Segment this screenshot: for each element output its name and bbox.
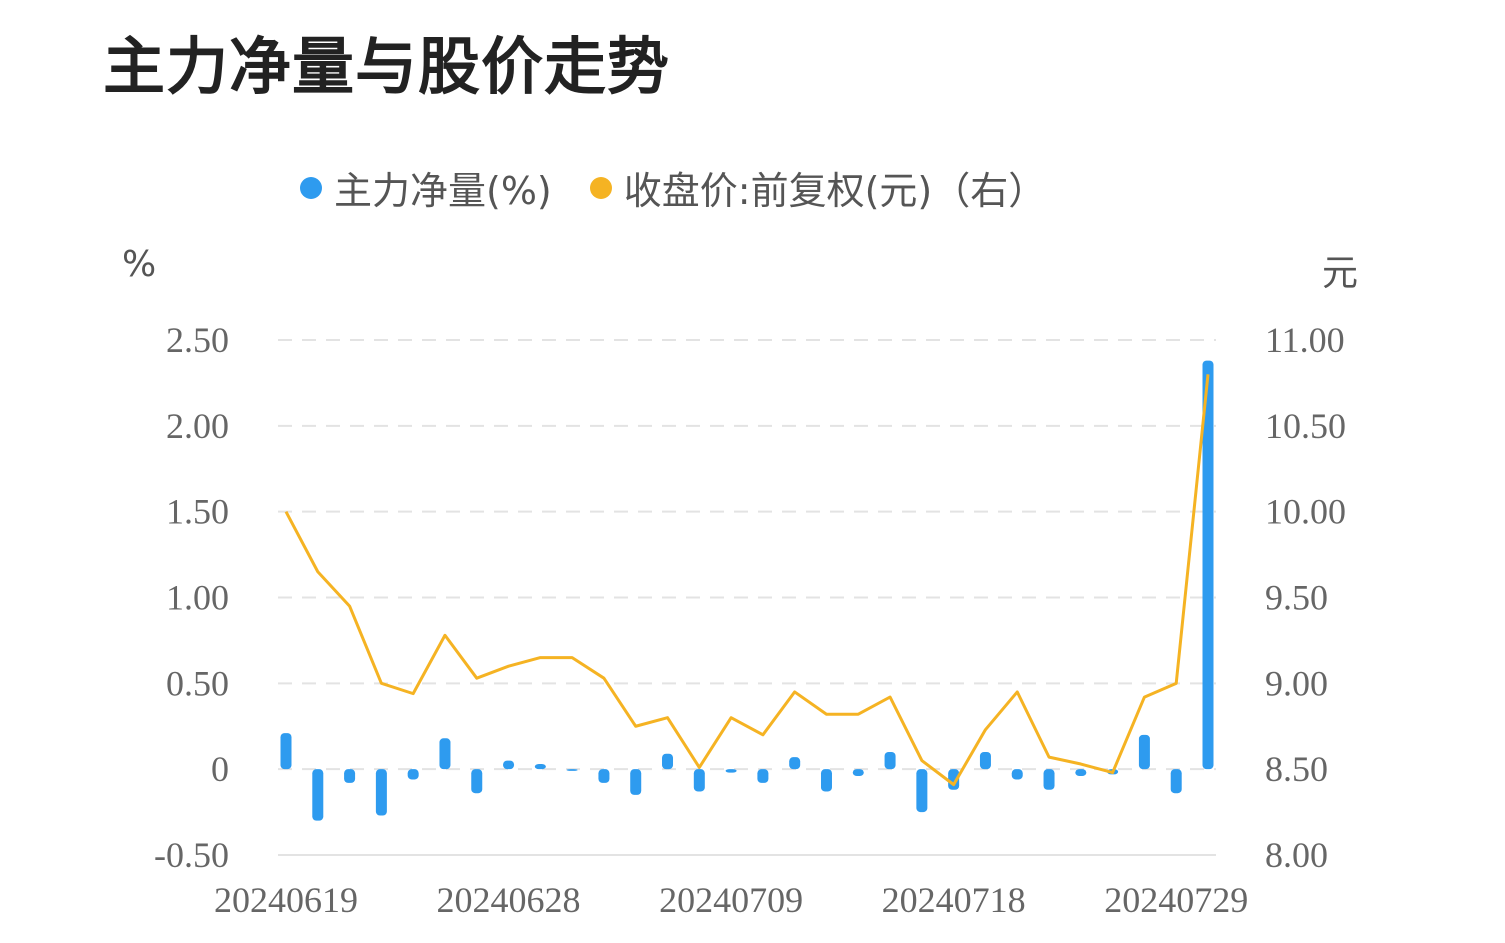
bar <box>884 752 896 770</box>
bar <box>598 769 610 783</box>
bar <box>852 769 864 777</box>
legend-label-close-price: 收盘价:前复权(元)（右） <box>623 169 1047 213</box>
bar <box>312 769 324 821</box>
x-axis-tick-label: 20240709 <box>659 880 803 920</box>
bar <box>693 769 705 792</box>
bar <box>407 769 419 780</box>
left-axis-tick-label: -0.50 <box>154 835 229 875</box>
left-axis-tick-label: 0.50 <box>166 663 229 703</box>
bar <box>1170 769 1182 794</box>
legend-item-close-price[interactable]: 收盘价:前复权(元)（右） <box>589 160 1047 215</box>
right-axis-tick-label: 8.00 <box>1265 835 1328 875</box>
bar <box>662 753 674 770</box>
right-axis-tick-label: 8.50 <box>1265 749 1328 789</box>
left-axis-tick-label: 2.50 <box>166 320 229 360</box>
bar <box>344 769 356 783</box>
bar <box>725 769 737 773</box>
bar <box>630 769 642 795</box>
right-axis-tick-label: 9.50 <box>1265 578 1328 618</box>
left-axis-tick-label: 2.00 <box>166 406 229 446</box>
left-axis-tick-label: 0 <box>211 749 229 789</box>
bar <box>820 769 832 792</box>
bar <box>979 752 991 770</box>
x-axis-tick-label: 20240619 <box>214 880 358 920</box>
bar <box>1202 360 1214 770</box>
right-axis-unit: 元 <box>1322 253 1359 294</box>
bar <box>948 769 960 790</box>
bar <box>471 769 483 794</box>
bar <box>534 764 546 770</box>
bar <box>1075 769 1087 777</box>
left-axis-unit: % <box>122 244 157 285</box>
right-axis-tick-label: 10.50 <box>1265 406 1346 446</box>
chart-legend: 主力净量(%) 收盘价:前复权(元)（右） <box>300 160 1084 215</box>
bar <box>916 769 928 813</box>
legend-item-net-volume[interactable]: 主力净量(%) <box>300 160 552 215</box>
right-axis-tick-label: 11.00 <box>1265 320 1345 360</box>
bar <box>789 757 801 770</box>
right-axis-tick-label: 10.00 <box>1265 492 1346 532</box>
close-price-line <box>284 374 1210 787</box>
left-axis-tick-label: 1.50 <box>166 492 229 532</box>
bar <box>375 769 387 816</box>
bar <box>1138 734 1150 770</box>
bar <box>1043 769 1055 790</box>
legend-label-net-volume: 主力净量(%) <box>334 169 552 213</box>
bar <box>566 769 578 771</box>
bar <box>280 733 292 770</box>
x-axis-tick-label: 20240729 <box>1104 880 1248 920</box>
right-axis-tick-label: 9.00 <box>1265 663 1328 703</box>
bar <box>1011 769 1023 780</box>
bar <box>439 738 451 770</box>
legend-dot-close-price <box>589 176 612 199</box>
left-axis-tick-label: 1.00 <box>166 578 229 618</box>
chart-title: 主力净量与股价走势 <box>103 30 671 103</box>
x-axis-tick-label: 20240628 <box>437 880 581 920</box>
legend-dot-net-volume <box>300 176 322 199</box>
x-axis-tick-label: 20240718 <box>882 880 1026 920</box>
bar <box>757 769 769 783</box>
bar <box>503 760 515 770</box>
